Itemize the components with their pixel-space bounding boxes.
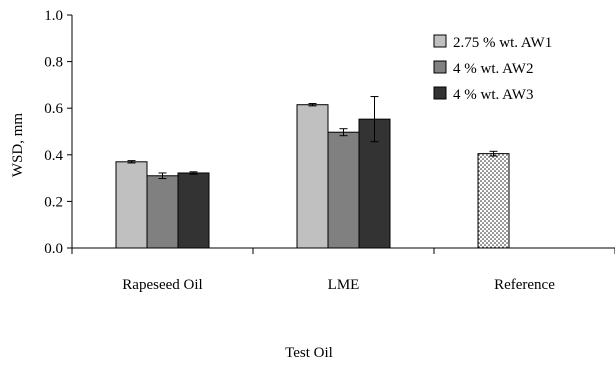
bar [146,175,179,249]
legend-label: 4 % wt. AW3 [453,87,533,103]
bar [115,161,148,249]
legend: 2.75 % wt. AW1 4 % wt. AW2 4 % wt. AW3 [433,34,552,103]
x-tick-label: Rapeseed Oil [122,277,202,293]
legend-label: 2.75 % wt. AW1 [453,35,552,51]
x-tick-label: LME [328,277,360,293]
legend-swatch [433,60,447,74]
y-tick-label: 0.4 [44,148,63,164]
reference-bar [477,153,510,249]
x-axis-title: Test Oil [285,345,333,361]
x-tick-label: Reference [494,277,555,293]
y-axis-title: WSD, mm [10,113,26,178]
plot-area: 0.0 0.2 0.4 0.6 0.8 1.0 Rapeseed Oil LME Referen… [44,8,615,293]
legend-swatch [433,34,447,48]
bar [177,172,210,249]
legend-swatch [433,86,447,100]
y-tick-label: 0.2 [44,194,63,210]
y-tick-label: 0.0 [44,241,63,257]
legend-label: 4 % wt. AW2 [453,61,533,77]
bar [327,131,360,249]
y-tick-label: 0.8 [44,55,63,71]
bar [296,104,329,249]
y-tick-label: 0.6 [44,101,63,117]
y-tick-label: 1.0 [44,8,63,24]
